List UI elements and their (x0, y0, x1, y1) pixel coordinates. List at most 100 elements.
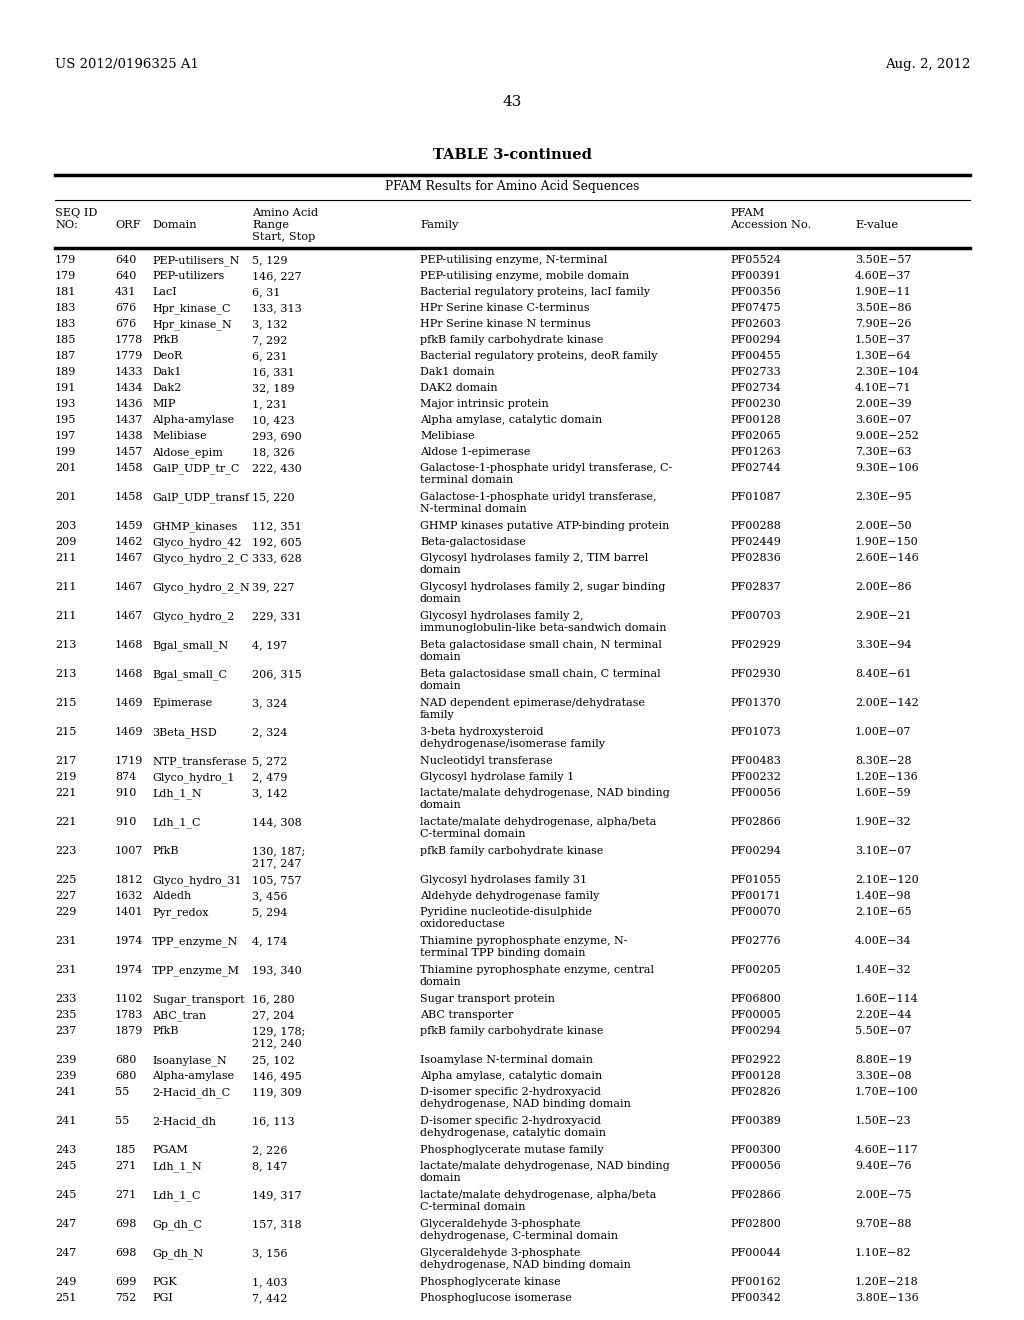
Text: PfkB: PfkB (152, 335, 178, 345)
Text: 1.10E−82: 1.10E−82 (855, 1247, 911, 1258)
Text: 910: 910 (115, 788, 136, 799)
Text: 43: 43 (503, 95, 521, 110)
Text: 3.50E−86: 3.50E−86 (855, 304, 911, 313)
Text: 133, 313: 133, 313 (252, 304, 302, 313)
Text: 219: 219 (55, 772, 77, 781)
Text: 1.40E−98: 1.40E−98 (855, 891, 911, 902)
Text: PF02826: PF02826 (730, 1086, 781, 1097)
Text: 1468: 1468 (115, 640, 143, 649)
Text: PfkB: PfkB (152, 1026, 178, 1036)
Text: 1436: 1436 (115, 399, 143, 409)
Text: 3-beta hydroxysteroid
dehydrogenase/isomerase family: 3-beta hydroxysteroid dehydrogenase/isom… (420, 727, 605, 748)
Text: 4.10E−71: 4.10E−71 (855, 383, 911, 393)
Text: 2.00E−75: 2.00E−75 (855, 1191, 911, 1200)
Text: DeoR: DeoR (152, 351, 182, 360)
Text: 2.20E−44: 2.20E−44 (855, 1010, 911, 1020)
Text: Glyceraldehyde 3-phosphate
dehydrogenase, C-terminal domain: Glyceraldehyde 3-phosphate dehydrogenase… (420, 1218, 618, 1241)
Text: 3.10E−07: 3.10E−07 (855, 846, 911, 855)
Text: 5, 272: 5, 272 (252, 756, 288, 766)
Text: 1469: 1469 (115, 727, 143, 737)
Text: 8, 147: 8, 147 (252, 1162, 288, 1171)
Text: SEQ ID: SEQ ID (55, 209, 97, 218)
Text: DAK2 domain: DAK2 domain (420, 383, 498, 393)
Text: NAD dependent epimerase/dehydratase
family: NAD dependent epimerase/dehydratase fami… (420, 698, 645, 719)
Text: NO:: NO: (55, 220, 78, 230)
Text: 2.00E−50: 2.00E−50 (855, 521, 911, 531)
Text: E-value: E-value (855, 220, 898, 230)
Text: Hpr_kinase_C: Hpr_kinase_C (152, 304, 230, 314)
Text: ABC_tran: ABC_tran (152, 1010, 206, 1020)
Text: 1467: 1467 (115, 553, 143, 564)
Text: 1468: 1468 (115, 669, 143, 678)
Text: 179: 179 (55, 255, 76, 265)
Text: 9.70E−88: 9.70E−88 (855, 1218, 911, 1229)
Text: PF02733: PF02733 (730, 367, 780, 378)
Text: 1.30E−64: 1.30E−64 (855, 351, 911, 360)
Text: PF00294: PF00294 (730, 1026, 781, 1036)
Text: Dak1: Dak1 (152, 367, 181, 378)
Text: Aldose_epim: Aldose_epim (152, 447, 223, 458)
Text: 195: 195 (55, 414, 77, 425)
Text: 1459: 1459 (115, 521, 143, 531)
Text: 192, 605: 192, 605 (252, 537, 302, 546)
Text: PF00389: PF00389 (730, 1115, 781, 1126)
Text: 1433: 1433 (115, 367, 143, 378)
Text: 3, 456: 3, 456 (252, 891, 288, 902)
Text: Family: Family (420, 220, 459, 230)
Text: lactate/malate dehydrogenase, alpha/beta
C-terminal domain: lactate/malate dehydrogenase, alpha/beta… (420, 817, 656, 840)
Text: 235: 235 (55, 1010, 77, 1020)
Text: 4.60E−117: 4.60E−117 (855, 1144, 919, 1155)
Text: 129, 178;
212, 240: 129, 178; 212, 240 (252, 1026, 305, 1048)
Text: Glyco_hydro_31: Glyco_hydro_31 (152, 875, 242, 886)
Text: PF02922: PF02922 (730, 1055, 781, 1065)
Text: 1.50E−23: 1.50E−23 (855, 1115, 911, 1126)
Text: 215: 215 (55, 698, 77, 708)
Text: 2.00E−142: 2.00E−142 (855, 698, 919, 708)
Text: 5, 294: 5, 294 (252, 907, 288, 917)
Text: 680: 680 (115, 1071, 136, 1081)
Text: Phosphoglucose isomerase: Phosphoglucose isomerase (420, 1294, 571, 1303)
Text: 55: 55 (115, 1086, 129, 1097)
Text: Sugar transport protein: Sugar transport protein (420, 994, 555, 1005)
Text: 2, 226: 2, 226 (252, 1144, 288, 1155)
Text: Glyceraldehyde 3-phosphate
dehydrogenase, NAD binding domain: Glyceraldehyde 3-phosphate dehydrogenase… (420, 1247, 631, 1270)
Text: 10, 423: 10, 423 (252, 414, 295, 425)
Text: TABLE 3-continued: TABLE 3-continued (432, 148, 592, 162)
Text: 3, 142: 3, 142 (252, 788, 288, 799)
Text: 4.00E−34: 4.00E−34 (855, 936, 911, 946)
Text: 2.90E−21: 2.90E−21 (855, 611, 911, 620)
Text: GHMP_kinases: GHMP_kinases (152, 521, 238, 532)
Text: PF00232: PF00232 (730, 772, 781, 781)
Text: 2.30E−104: 2.30E−104 (855, 367, 919, 378)
Text: 229: 229 (55, 907, 77, 917)
Text: 221: 221 (55, 788, 77, 799)
Text: 231: 231 (55, 936, 77, 946)
Text: pfkB family carbohydrate kinase: pfkB family carbohydrate kinase (420, 1026, 603, 1036)
Text: PF02776: PF02776 (730, 936, 780, 946)
Text: 197: 197 (55, 432, 76, 441)
Text: 112, 351: 112, 351 (252, 521, 302, 531)
Text: PGAM: PGAM (152, 1144, 187, 1155)
Text: PF00070: PF00070 (730, 907, 780, 917)
Text: 1974: 1974 (115, 936, 143, 946)
Text: PF01370: PF01370 (730, 698, 780, 708)
Text: Glyco_hydro_1: Glyco_hydro_1 (152, 772, 234, 783)
Text: PF02930: PF02930 (730, 669, 781, 678)
Text: PF00205: PF00205 (730, 965, 781, 975)
Text: 215: 215 (55, 727, 77, 737)
Text: 203: 203 (55, 521, 77, 531)
Text: 119, 309: 119, 309 (252, 1086, 302, 1097)
Text: PF00056: PF00056 (730, 1162, 781, 1171)
Text: Thiamine pyrophosphate enzyme, N-
terminal TPP binding domain: Thiamine pyrophosphate enzyme, N- termin… (420, 936, 628, 958)
Text: Glycosyl hydrolases family 2,
immunoglobulin-like beta-sandwich domain: Glycosyl hydrolases family 2, immunoglob… (420, 611, 667, 634)
Text: 431: 431 (115, 286, 136, 297)
Text: 1438: 1438 (115, 432, 143, 441)
Text: 183: 183 (55, 304, 77, 313)
Text: 3Beta_HSD: 3Beta_HSD (152, 727, 217, 738)
Text: PF00342: PF00342 (730, 1294, 781, 1303)
Text: ORF: ORF (115, 220, 140, 230)
Text: 189: 189 (55, 367, 77, 378)
Text: Alpha-amylase: Alpha-amylase (152, 1071, 234, 1081)
Text: 179: 179 (55, 271, 76, 281)
Text: 4, 174: 4, 174 (252, 936, 288, 946)
